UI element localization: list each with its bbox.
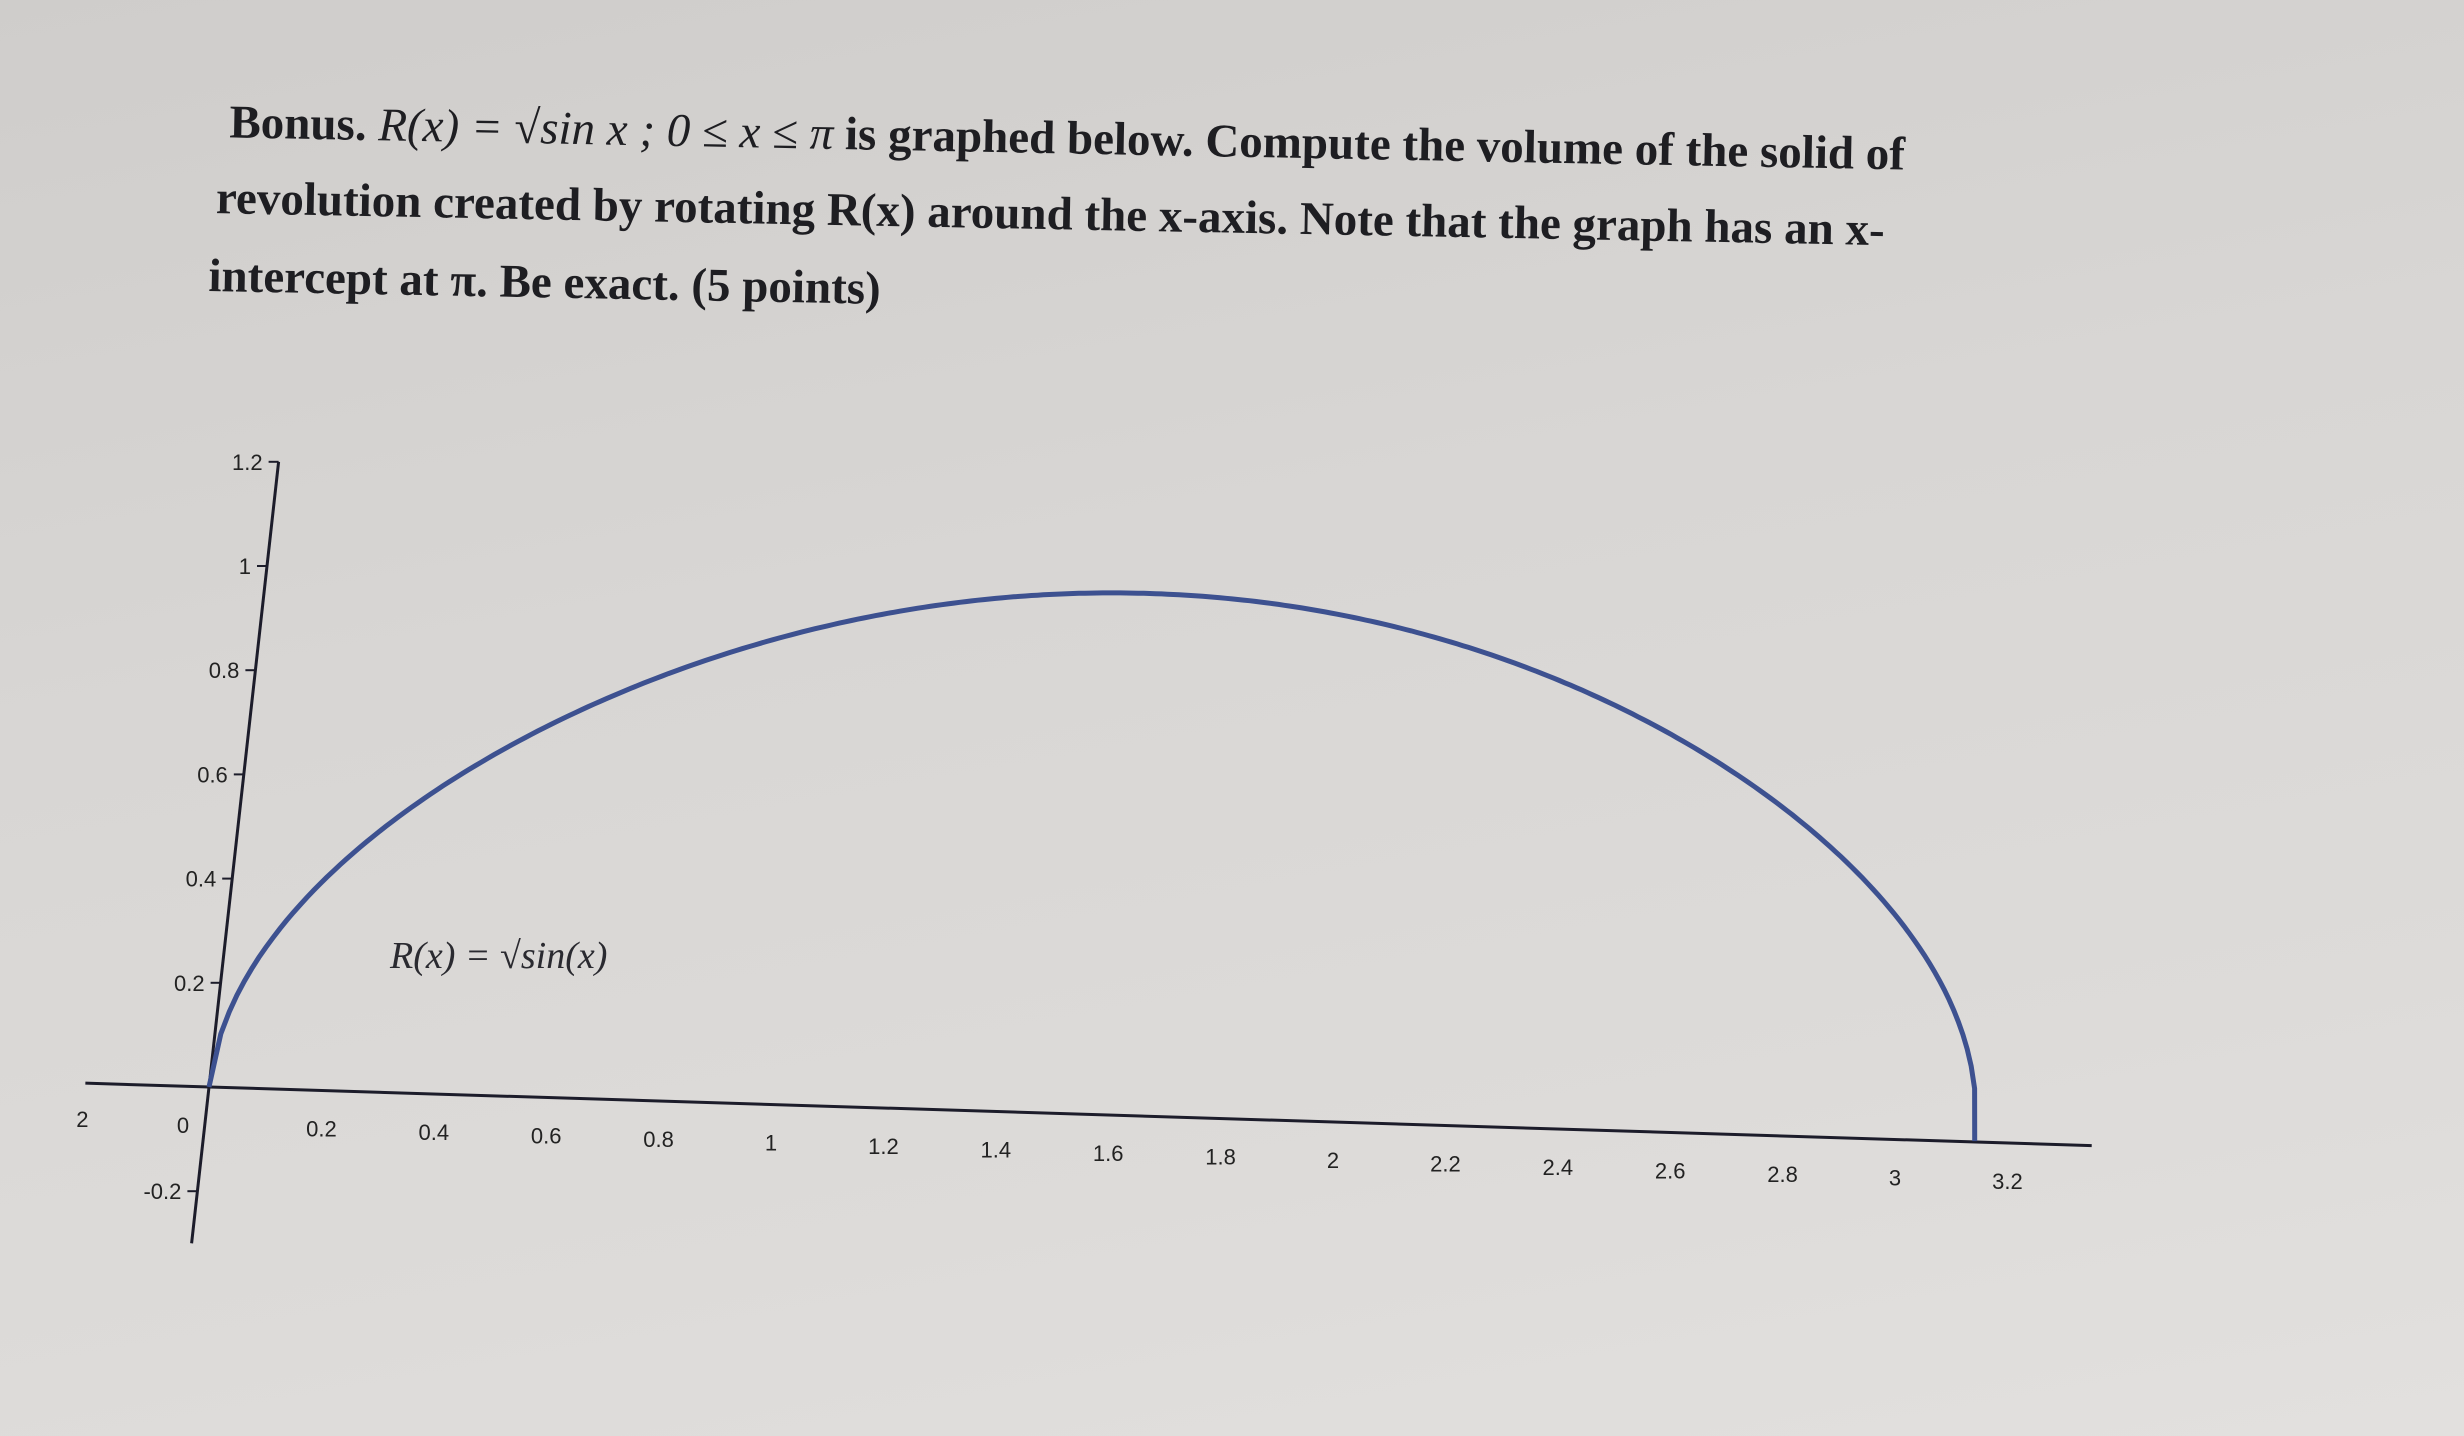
- y-tick-label: 0.8: [209, 658, 240, 683]
- origin-label: 0: [177, 1113, 189, 1138]
- x-tick-label: 0.4: [419, 1120, 450, 1145]
- x-tick-label: 0.8: [643, 1127, 674, 1152]
- y-tick-label: 0.2: [174, 971, 205, 996]
- x-tick-label: 1.6: [1093, 1141, 1124, 1166]
- x-tick-label: 1: [765, 1131, 777, 1156]
- y-tick-label: 1: [239, 554, 251, 579]
- x-tick-label: 0.6: [531, 1124, 562, 1149]
- y-tick-label: 0.4: [186, 867, 217, 892]
- x-tick-label-cut: 2: [76, 1107, 88, 1132]
- function-curve: [206, 590, 1978, 1142]
- x-axis: [85, 1081, 2092, 1148]
- y-axis: [190, 461, 281, 1244]
- x-tick-label: 1.2: [868, 1134, 899, 1159]
- x-tick-label: 1.4: [981, 1138, 1012, 1163]
- x-tick-label: 2.6: [1655, 1159, 1686, 1184]
- x-tick-label: 3.2: [1992, 1169, 2023, 1194]
- y-tick-label: -0.2: [143, 1179, 181, 1204]
- y-tick-label: 0.6: [197, 762, 228, 787]
- x-tick-label: 0.2: [306, 1117, 337, 1142]
- x-tick-label: 2.8: [1767, 1162, 1798, 1187]
- y-tick-label: 1.2: [232, 450, 263, 475]
- x-tick-label: 3: [1889, 1166, 1901, 1191]
- x-tick-label: 2.2: [1430, 1152, 1461, 1177]
- curve-annotation: R(x) = √sin(x): [389, 935, 607, 977]
- x-tick-label: 2.4: [1543, 1155, 1574, 1180]
- x-tick-label: 2: [1327, 1148, 1339, 1173]
- x-tick-label: 1.8: [1205, 1145, 1236, 1170]
